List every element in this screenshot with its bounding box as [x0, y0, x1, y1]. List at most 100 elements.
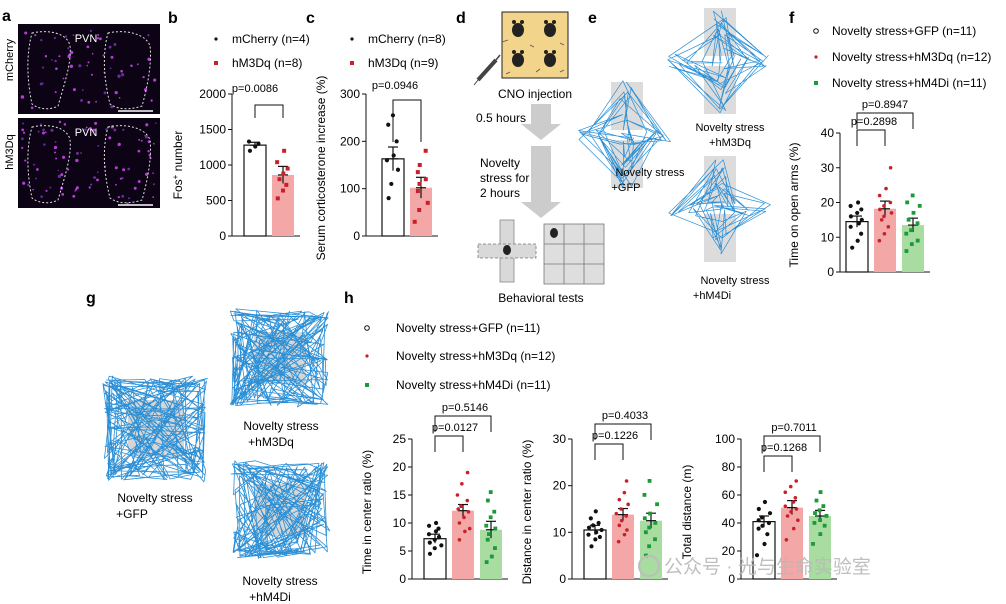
- data-point: [850, 245, 855, 250]
- data-point: [796, 518, 800, 522]
- data-point: [882, 231, 887, 236]
- data-point: [457, 521, 462, 525]
- significance-bracket: [392, 99, 422, 142]
- track-trace: [229, 308, 329, 408]
- arrow-icon: [521, 146, 561, 218]
- fos-punctum: [24, 159, 27, 162]
- fos-punctum: [67, 47, 70, 50]
- data-point: [281, 171, 286, 176]
- data-point: [765, 532, 770, 537]
- fos-punctum: [130, 64, 133, 67]
- significance-label: p=0.0946: [372, 80, 418, 92]
- fos-punctum: [60, 173, 64, 177]
- region-label: PVN: [75, 33, 98, 45]
- data-point: [818, 532, 823, 536]
- fos-punctum: [87, 61, 90, 64]
- fos-punctum: [108, 136, 112, 140]
- fos-punctum: [95, 100, 97, 103]
- panel-e: e Novelty stress +hM3Dq Novelty stress +…: [578, 8, 771, 302]
- data-point: [463, 529, 467, 534]
- trace-path: [667, 10, 769, 114]
- data-point: [593, 509, 598, 514]
- data-point: [653, 537, 657, 542]
- data-point: [426, 532, 432, 537]
- significance-bracket: [434, 435, 464, 452]
- legend-marker-mcherry: [350, 37, 354, 41]
- data-point: [622, 490, 627, 495]
- data-point: [485, 498, 490, 503]
- fos-punctum: [117, 195, 120, 199]
- fos-punctum: [55, 67, 58, 70]
- fos-punctum: [94, 121, 98, 125]
- data-point: [456, 507, 461, 511]
- data-point: [889, 211, 894, 215]
- legend-label: Novelty stress+GFP (n=11): [396, 321, 540, 335]
- data-point: [395, 167, 401, 172]
- data-point: [878, 207, 882, 212]
- fos-punctum: [120, 73, 125, 77]
- data-point: [586, 525, 592, 530]
- y-axis-label: Time on open arms (%): [787, 143, 801, 268]
- fos-punctum: [126, 202, 129, 205]
- data-point: [590, 523, 596, 528]
- fos-punctum: [51, 59, 53, 61]
- data-point: [784, 538, 789, 542]
- pvn-outline: [103, 125, 151, 204]
- data-point: [417, 163, 422, 167]
- data-point: [886, 225, 891, 229]
- fos-punctum: [40, 123, 43, 126]
- y-tick-label: 10: [553, 525, 567, 539]
- significance-bracket: [856, 112, 914, 129]
- data-point: [910, 193, 915, 198]
- panel-f: f Novelty stress+GFP (n=11) Novelty stre…: [787, 10, 991, 279]
- fos-punctum: [97, 144, 100, 147]
- data-point: [783, 490, 788, 495]
- data-point: [813, 511, 817, 515]
- y-tick-label: 100: [715, 432, 735, 446]
- data-point: [915, 238, 920, 243]
- y-tick-label: 0: [559, 572, 566, 586]
- chart-h2: 0 10 20 30: [553, 423, 668, 586]
- epm-track-hm3dq: [667, 8, 769, 114]
- fos-punctum: [136, 63, 139, 66]
- track-trace: [667, 10, 769, 114]
- fos-puncta: [20, 29, 157, 205]
- data-point: [619, 507, 623, 511]
- chart-c: 0 100 200 300: [340, 87, 438, 243]
- data-point: [275, 160, 280, 165]
- fos-punctum: [20, 95, 25, 99]
- fos-punctum: [92, 128, 96, 132]
- data-point: [917, 203, 922, 208]
- mouse-cage: [501, 11, 569, 79]
- fos-punctum: [87, 100, 91, 104]
- fos-punctum: [54, 140, 57, 143]
- data-point: [425, 200, 430, 205]
- y-tick-label: 10: [393, 516, 407, 530]
- panel-a-letter: a: [2, 8, 11, 25]
- panel-c: c mCherry (n=8) hM3Dq (n=9) Serum cortic…: [306, 10, 446, 260]
- y-tick-label: 1000: [199, 158, 226, 172]
- data-point: [488, 515, 493, 520]
- track-label: Novelty stress: [615, 167, 685, 179]
- bar: [781, 507, 803, 579]
- track-label: +GFP: [611, 182, 640, 194]
- data-point: [647, 544, 652, 549]
- fos-punctum: [109, 67, 112, 70]
- legend-marker-hm3dq: [350, 61, 354, 65]
- track-label: +hM3Dq: [709, 137, 751, 149]
- microscopy-image-hm3dq: [18, 118, 160, 208]
- track-label: Novelty stress: [117, 491, 192, 505]
- data-point: [586, 532, 591, 537]
- fos-punctum: [37, 130, 40, 133]
- bar: [845, 221, 869, 273]
- data-point: [626, 502, 630, 507]
- mice-icon: [512, 20, 556, 67]
- fos-punctum: [115, 183, 117, 186]
- fos-punctum: [142, 75, 145, 79]
- trace-path: [230, 460, 331, 559]
- data-point: [455, 493, 460, 497]
- bar: [809, 516, 831, 579]
- fos-punctum: [61, 155, 66, 159]
- fos-punctum: [72, 194, 76, 198]
- fos-punctum: [70, 50, 74, 55]
